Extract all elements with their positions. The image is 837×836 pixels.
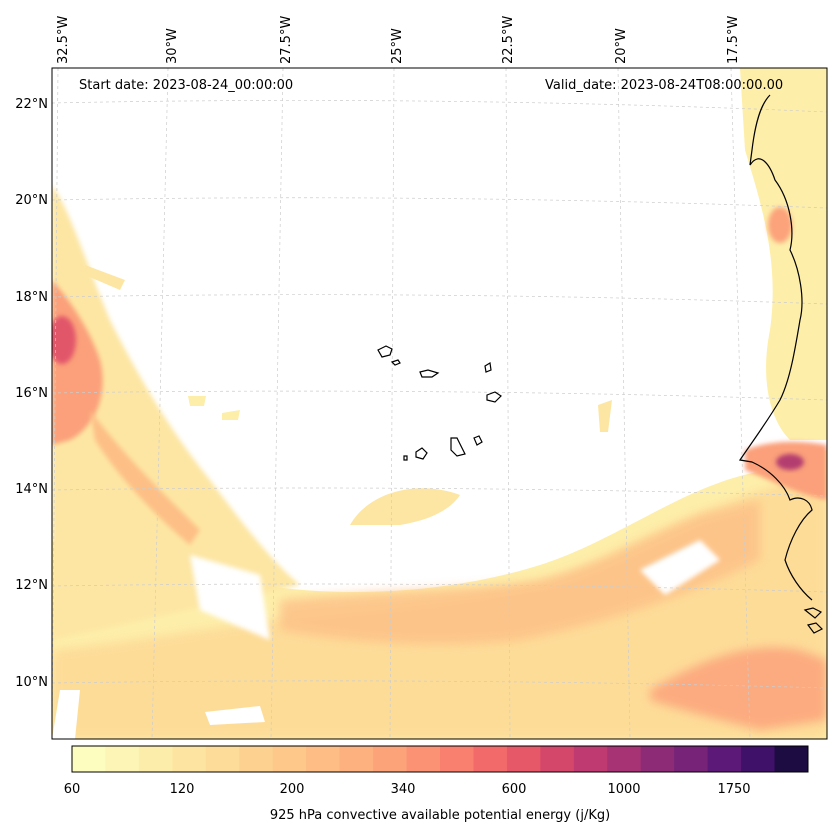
colorbar-swatch xyxy=(272,746,307,772)
lat-label-10n: 10°N xyxy=(15,675,48,690)
colorbar-swatch xyxy=(640,746,675,772)
lat-label-16n: 16°N xyxy=(15,386,48,401)
lon-label-25w: 25°W xyxy=(390,28,405,64)
colorbar-tick-1000: 1000 xyxy=(607,782,641,797)
colorbar-swatch xyxy=(506,746,541,772)
lon-label-20w: 20°W xyxy=(614,28,629,64)
colorbar-tick-1750: 1750 xyxy=(717,782,751,797)
lon-label-32-5w: 32.5°W xyxy=(56,15,71,64)
colorbar-swatch xyxy=(540,746,575,772)
lat-label-18n: 18°N xyxy=(15,290,48,305)
coastline xyxy=(377,94,824,634)
lon-label-17-5w: 17.5°W xyxy=(726,15,741,64)
colorbar-swatch xyxy=(774,746,809,772)
lat-label-20n: 20°N xyxy=(15,193,48,208)
lat-label-22n: 22°N xyxy=(15,97,48,112)
cape-field xyxy=(52,68,827,739)
colorbar-swatch xyxy=(406,746,441,772)
colorbar-swatch xyxy=(707,746,742,772)
colorbar-swatch xyxy=(373,746,408,772)
start-date-label: Start date: 2023-08-24_00:00:00 xyxy=(79,78,294,93)
map-border xyxy=(51,67,828,740)
colorbar-swatch xyxy=(674,746,709,772)
lat-label-12n: 12°N xyxy=(15,578,48,593)
colorbar-swatch xyxy=(205,746,240,772)
lat-label-14n: 14°N xyxy=(15,482,48,497)
colorbar-swatch xyxy=(105,746,140,772)
colorbar-swatch xyxy=(607,746,642,772)
colorbar-tick-200: 200 xyxy=(279,782,305,797)
colorbar-swatch xyxy=(339,746,374,772)
colorbar-tick-340: 340 xyxy=(390,782,416,797)
lon-label-22-5w: 22.5°W xyxy=(501,15,516,64)
colorbar-swatch xyxy=(440,746,474,772)
colorbar-swatch xyxy=(741,746,776,772)
colorbar-tick-60: 60 xyxy=(63,782,81,797)
colorbar-border xyxy=(71,745,809,773)
colorbar-tick-120: 120 xyxy=(169,782,195,797)
colorbar-swatch xyxy=(306,746,341,772)
colorbar-swatch xyxy=(72,746,106,772)
colorbar-swatch xyxy=(138,746,173,772)
colorbar-label: 925 hPa convective available potential e… xyxy=(269,808,611,823)
graticule xyxy=(52,68,827,739)
lon-label-27-5w: 27.5°W xyxy=(279,15,294,64)
lon-label-30w: 30°W xyxy=(165,28,180,64)
colorbar-swatch xyxy=(573,746,608,772)
colorbar-swatch xyxy=(239,746,274,772)
colorbar-swatch xyxy=(172,746,207,772)
colorbar-swatch xyxy=(473,746,508,772)
colorbar-tick-600: 600 xyxy=(501,782,527,797)
valid-date-label: Valid_date: 2023-08-24T08:00:00.00 xyxy=(545,78,784,93)
colorbar xyxy=(72,746,809,772)
